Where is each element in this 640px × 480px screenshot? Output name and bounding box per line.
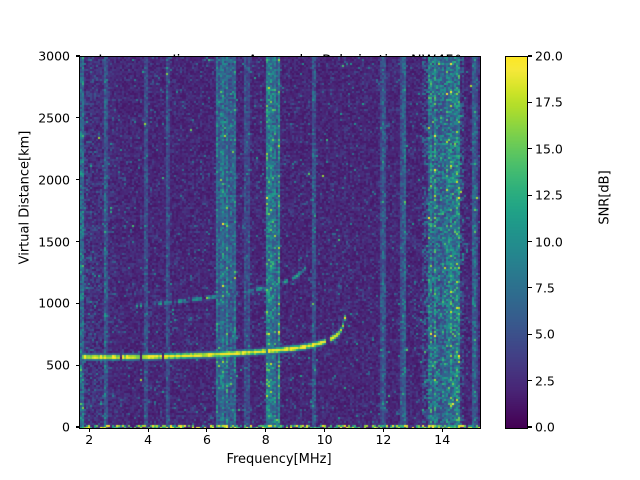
colorbar-tick-mark <box>528 101 532 103</box>
x-tick-mark <box>382 427 384 432</box>
ionogram-axes <box>79 56 481 429</box>
colorbar-tick-label: 7.5 <box>535 280 555 296</box>
x-tick-label: 8 <box>261 432 270 447</box>
colorbar-tick-label: 10.0 <box>535 234 563 249</box>
colorbar-tick-mark <box>528 333 532 335</box>
colorbar-tick-mark <box>528 380 532 382</box>
x-tick-label: 14 <box>434 432 451 447</box>
colorbar-tick-mark <box>528 240 532 243</box>
colorbar-tick-mark <box>528 194 532 196</box>
x-axis-label: Frequency[MHz] <box>226 452 332 467</box>
x-tick-mark <box>88 427 90 432</box>
colorbar-tick-label: 12.5 <box>535 187 563 203</box>
colorbar-tick-mark <box>528 148 532 150</box>
colorbar-tick-label: 2.5 <box>535 373 555 389</box>
colorbar-label: SNR[dB] <box>597 170 613 225</box>
x-tick-mark <box>265 427 267 432</box>
x-tick-label: 10 <box>316 432 333 447</box>
colorbar <box>505 56 528 429</box>
colorbar-tick-label: 15.0 <box>535 141 563 157</box>
x-tick-mark <box>324 427 326 432</box>
x-tick-label: 4 <box>144 432 153 447</box>
y-tick-label: 500 <box>46 357 70 373</box>
colorbar-tick-label: 0.0 <box>535 419 555 435</box>
x-tick-label: 12 <box>375 432 392 447</box>
colorbar-gradient <box>506 57 527 428</box>
colorbar-tick-mark <box>528 426 532 428</box>
x-tick-label: 2 <box>85 432 94 447</box>
x-tick-mark <box>441 427 443 432</box>
y-tick-label: 0 <box>62 419 70 435</box>
y-axis-label: Virtual Distance[km] <box>17 130 33 265</box>
x-tick-mark <box>147 427 149 432</box>
ionogram-heatmap <box>80 57 480 428</box>
colorbar-tick-label: 5.0 <box>535 326 555 342</box>
x-tick-label: 6 <box>202 432 211 447</box>
x-tick-mark <box>206 427 208 432</box>
colorbar-tick-label: 17.5 <box>535 94 563 110</box>
colorbar-tick-mark <box>528 55 532 57</box>
colorbar-tick-mark <box>528 287 532 289</box>
colorbar-tick-label: 20.0 <box>535 48 563 64</box>
